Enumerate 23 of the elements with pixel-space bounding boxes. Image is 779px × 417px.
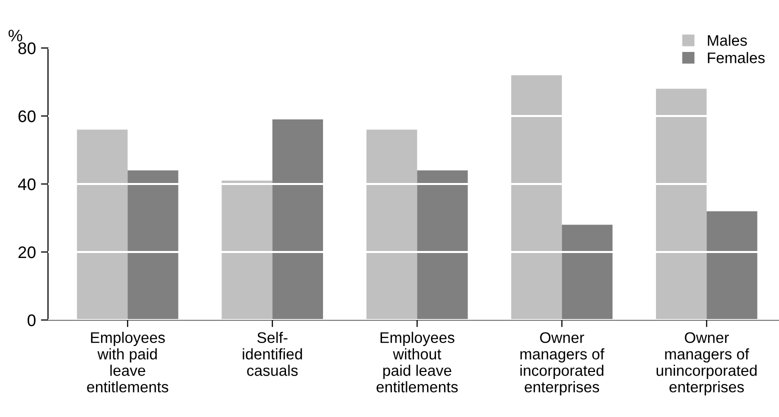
x-tick-label: Employees without paid leave entitlements <box>376 332 458 392</box>
bar <box>706 211 758 320</box>
bar <box>128 170 178 320</box>
x-tick-label: Owner managers of unincorporated enterprises <box>656 332 757 396</box>
x-tick-label: Owner managers of incorporated enterprises <box>520 332 604 396</box>
y-axis-title: % <box>8 30 22 42</box>
bar <box>511 75 562 320</box>
x-tick-label: Self- identified casuals <box>242 332 302 376</box>
legend-label: Females <box>708 52 765 64</box>
y-tick-label: 40 <box>18 178 36 190</box>
y-tick-label: 20 <box>18 246 36 258</box>
bar <box>272 119 324 320</box>
bar <box>366 130 418 320</box>
y-tick-label: 80 <box>18 42 36 54</box>
bar <box>222 180 272 320</box>
bar <box>562 224 613 320</box>
y-tick-label: 0 <box>28 314 36 326</box>
legend-label: Males <box>708 34 747 46</box>
x-tick-label: Employees with paid leave entitlements <box>87 332 168 392</box>
bar <box>417 170 468 320</box>
y-tick-label: 60 <box>18 110 36 122</box>
bar <box>656 88 707 320</box>
bar <box>76 130 128 320</box>
